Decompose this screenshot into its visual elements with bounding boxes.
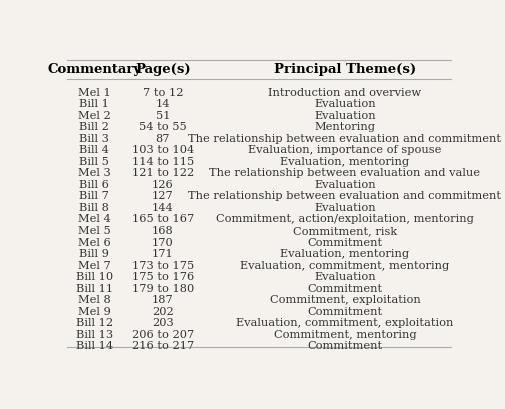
Text: Bill 3: Bill 3 <box>79 133 110 144</box>
Text: The relationship between evaluation and commitment: The relationship between evaluation and … <box>188 133 501 144</box>
Text: 87: 87 <box>156 133 170 144</box>
Text: Bill 5: Bill 5 <box>79 157 110 166</box>
Text: Bill 6: Bill 6 <box>79 180 110 189</box>
Text: Commitment: Commitment <box>308 283 382 293</box>
Text: Mel 1: Mel 1 <box>78 88 111 97</box>
Text: Commitment, risk: Commitment, risk <box>293 225 397 236</box>
Text: Mel 9: Mel 9 <box>78 306 111 316</box>
Text: 179 to 180: 179 to 180 <box>132 283 194 293</box>
Text: Bill 13: Bill 13 <box>76 329 113 339</box>
Text: Mel 3: Mel 3 <box>78 168 111 178</box>
Text: Bill 12: Bill 12 <box>76 317 113 327</box>
Text: Bill 4: Bill 4 <box>79 145 110 155</box>
Text: 7 to 12: 7 to 12 <box>143 88 183 97</box>
Text: Bill 1: Bill 1 <box>79 99 110 109</box>
Text: 165 to 167: 165 to 167 <box>132 214 194 224</box>
Text: The relationship between evaluation and value: The relationship between evaluation and … <box>210 168 480 178</box>
Text: 127: 127 <box>152 191 174 201</box>
Text: 206 to 207: 206 to 207 <box>132 329 194 339</box>
Text: Mentoring: Mentoring <box>315 122 375 132</box>
Text: Bill 9: Bill 9 <box>79 248 110 258</box>
Text: Mel 8: Mel 8 <box>78 294 111 304</box>
Text: Commitment: Commitment <box>308 237 382 247</box>
Text: Introduction and overview: Introduction and overview <box>268 88 422 97</box>
Text: Evaluation, mentoring: Evaluation, mentoring <box>280 248 410 258</box>
Text: 168: 168 <box>152 225 174 236</box>
Text: Evaluation: Evaluation <box>314 110 376 121</box>
Text: Mel 5: Mel 5 <box>78 225 111 236</box>
Text: 54 to 55: 54 to 55 <box>139 122 187 132</box>
Text: 202: 202 <box>152 306 174 316</box>
Text: Evaluation, commitment, mentoring: Evaluation, commitment, mentoring <box>240 260 449 270</box>
Text: 170: 170 <box>152 237 174 247</box>
Text: Commitment, action/exploitation, mentoring: Commitment, action/exploitation, mentori… <box>216 214 474 224</box>
Text: Mel 7: Mel 7 <box>78 260 111 270</box>
Text: 216 to 217: 216 to 217 <box>132 340 194 351</box>
Text: Evaluation, mentoring: Evaluation, mentoring <box>280 157 410 166</box>
Text: Mel 2: Mel 2 <box>78 110 111 121</box>
Text: Evaluation, commitment, exploitation: Evaluation, commitment, exploitation <box>236 317 453 327</box>
Text: Bill 11: Bill 11 <box>76 283 113 293</box>
Text: Mel 6: Mel 6 <box>78 237 111 247</box>
Text: 126: 126 <box>152 180 174 189</box>
Text: Bill 8: Bill 8 <box>79 202 110 212</box>
Text: 14: 14 <box>156 99 170 109</box>
Text: Page(s): Page(s) <box>135 63 191 76</box>
Text: 121 to 122: 121 to 122 <box>132 168 194 178</box>
Text: 171: 171 <box>152 248 174 258</box>
Text: 187: 187 <box>152 294 174 304</box>
Text: Mel 4: Mel 4 <box>78 214 111 224</box>
Text: Commitment: Commitment <box>308 306 382 316</box>
Text: Commitment, exploitation: Commitment, exploitation <box>270 294 420 304</box>
Text: The relationship between evaluation and commitment: The relationship between evaluation and … <box>188 191 501 201</box>
Text: 203: 203 <box>152 317 174 327</box>
Text: Commitment: Commitment <box>308 340 382 351</box>
Text: 114 to 115: 114 to 115 <box>132 157 194 166</box>
Text: Evaluation: Evaluation <box>314 272 376 281</box>
Text: Principal Theme(s): Principal Theme(s) <box>274 63 416 76</box>
Text: 51: 51 <box>156 110 170 121</box>
Text: 175 to 176: 175 to 176 <box>132 272 194 281</box>
Text: Bill 7: Bill 7 <box>79 191 110 201</box>
Text: Commentary: Commentary <box>47 63 141 76</box>
Text: 173 to 175: 173 to 175 <box>132 260 194 270</box>
Text: Evaluation: Evaluation <box>314 202 376 212</box>
Text: Evaluation: Evaluation <box>314 99 376 109</box>
Text: Bill 2: Bill 2 <box>79 122 110 132</box>
Text: Bill 14: Bill 14 <box>76 340 113 351</box>
Text: Evaluation, importance of spouse: Evaluation, importance of spouse <box>248 145 441 155</box>
Text: Evaluation: Evaluation <box>314 180 376 189</box>
Text: 103 to 104: 103 to 104 <box>132 145 194 155</box>
Text: Bill 10: Bill 10 <box>76 272 113 281</box>
Text: Commitment, mentoring: Commitment, mentoring <box>274 329 416 339</box>
Text: 144: 144 <box>152 202 174 212</box>
